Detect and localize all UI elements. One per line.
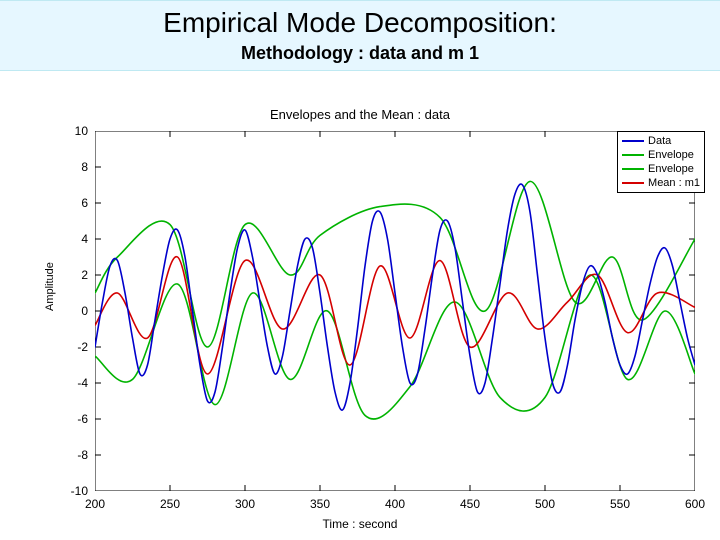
- y-tick-label: 6: [58, 196, 88, 210]
- y-axis-label: Amplitude: [44, 262, 56, 311]
- legend-item: Envelope: [622, 148, 700, 162]
- y-tick-label: -8: [58, 448, 88, 462]
- x-tick-label: 200: [85, 497, 105, 511]
- page-subtitle: Methodology : data and m 1: [0, 43, 720, 64]
- chart-svg: [95, 131, 695, 491]
- legend-item: Envelope: [622, 162, 700, 176]
- y-tick-label: 2: [58, 268, 88, 282]
- plot-area: [95, 131, 695, 491]
- legend-swatch: [622, 168, 644, 170]
- title-band: Empirical Mode Decomposition: Methodolog…: [0, 0, 720, 71]
- legend-swatch: [622, 140, 644, 142]
- chart-container: Envelopes and the Mean : data Amplitude …: [0, 101, 720, 540]
- y-tick-label: -4: [58, 376, 88, 390]
- x-tick-label: 350: [310, 497, 330, 511]
- legend-item: Data: [622, 134, 700, 148]
- legend-swatch: [622, 182, 644, 184]
- y-tick-label: 10: [58, 124, 88, 138]
- x-axis-label: Time : second: [323, 517, 398, 531]
- x-tick-label: 300: [235, 497, 255, 511]
- y-tick-label: 4: [58, 232, 88, 246]
- legend-box: DataEnvelopeEnvelopeMean : m1: [617, 131, 705, 193]
- x-tick-label: 250: [160, 497, 180, 511]
- y-tick-label: 8: [58, 160, 88, 174]
- legend-label: Data: [648, 134, 671, 148]
- legend-swatch: [622, 154, 644, 156]
- x-tick-label: 550: [610, 497, 630, 511]
- x-tick-label: 500: [535, 497, 555, 511]
- y-tick-label: -2: [58, 340, 88, 354]
- x-tick-label: 450: [460, 497, 480, 511]
- legend-label: Envelope: [648, 162, 694, 176]
- chart-title: Envelopes and the Mean : data: [270, 107, 450, 122]
- y-tick-label: -10: [58, 484, 88, 498]
- legend-label: Envelope: [648, 148, 694, 162]
- x-tick-label: 400: [385, 497, 405, 511]
- page-title: Empirical Mode Decomposition:: [0, 7, 720, 39]
- legend-item: Mean : m1: [622, 176, 700, 190]
- legend-label: Mean : m1: [648, 176, 700, 190]
- y-tick-label: -6: [58, 412, 88, 426]
- x-tick-label: 600: [685, 497, 705, 511]
- y-tick-label: 0: [58, 304, 88, 318]
